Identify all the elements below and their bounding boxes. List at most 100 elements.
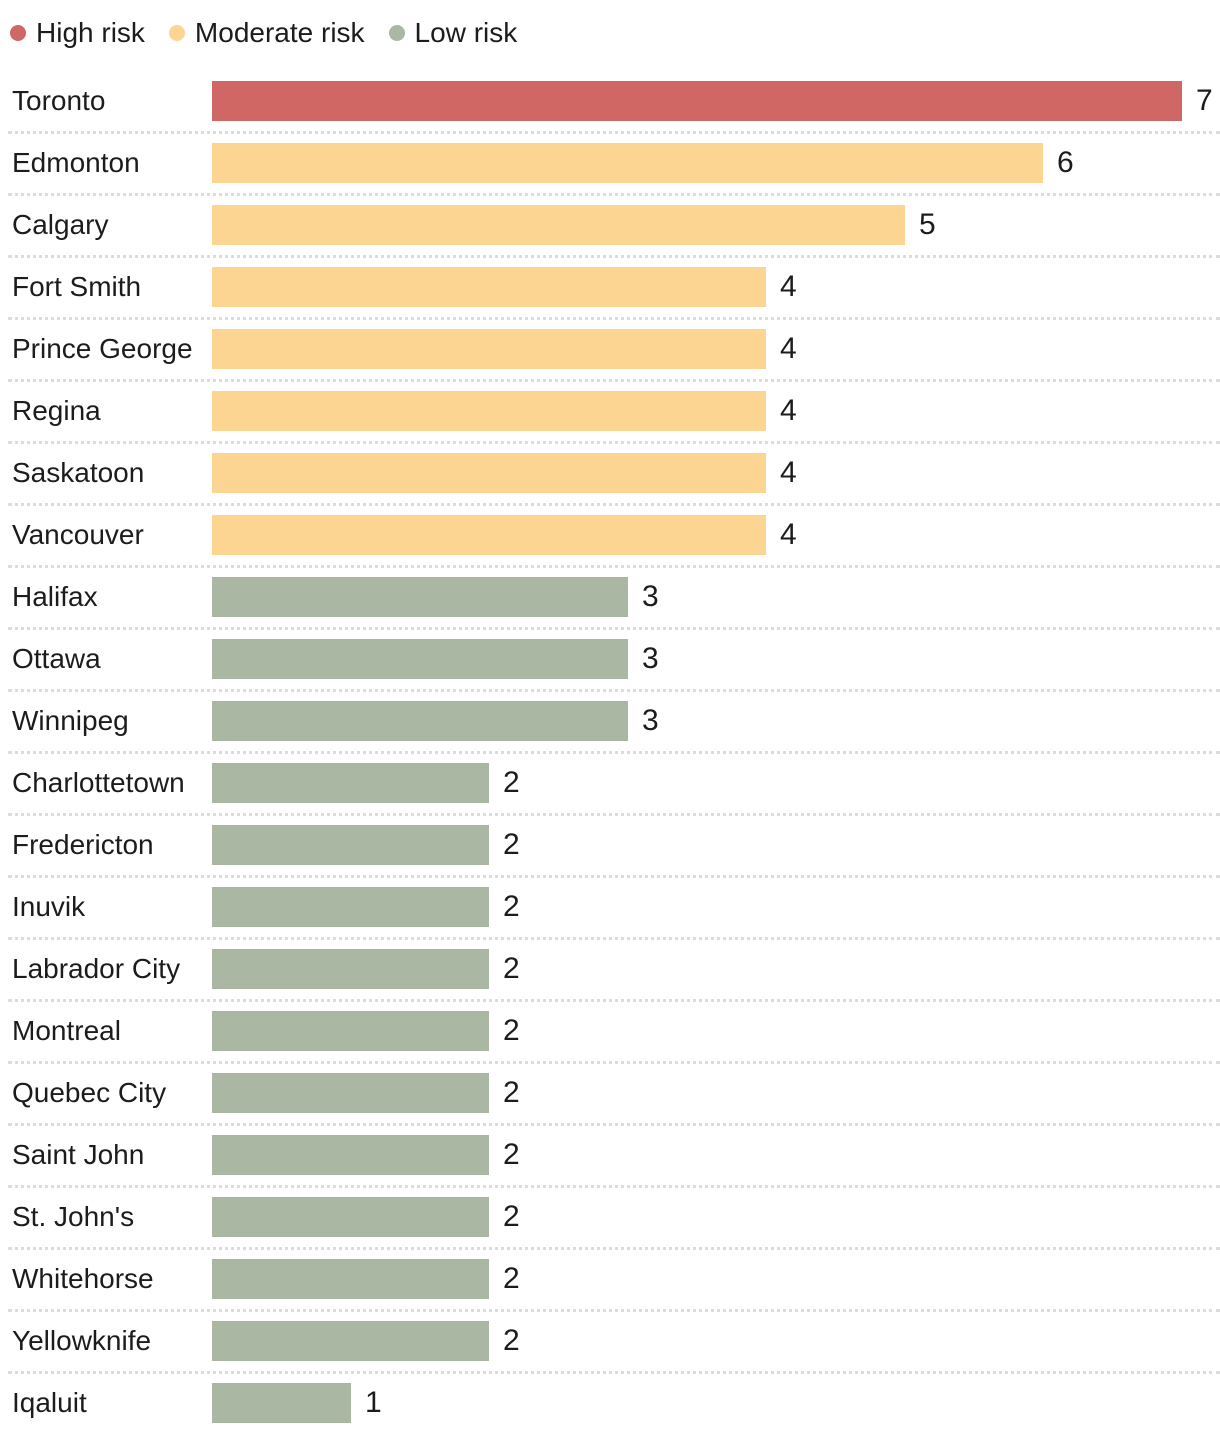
city-label: Iqaluit [12, 1387, 87, 1418]
value-label: 2 [503, 1262, 520, 1295]
legend-item-moderate-risk: Moderate risk [168, 17, 365, 49]
city-label: St. John's [12, 1201, 135, 1232]
bar [212, 81, 1182, 121]
bar-track: 6 [212, 132, 1074, 194]
bar [212, 887, 489, 927]
city-label: Montreal [12, 1015, 121, 1046]
value-label: 4 [780, 394, 797, 427]
value-label: 2 [503, 890, 520, 923]
city-label: Winnipeg [12, 705, 129, 736]
bar-track: 2 [212, 876, 520, 938]
value-label: 3 [642, 580, 659, 613]
bar [212, 1383, 351, 1423]
chart-row: Labrador City 2 [0, 938, 1220, 1002]
bar-track: 4 [212, 442, 797, 504]
chart-row: Iqaluit 1 [0, 1372, 1220, 1434]
bar-track: 2 [212, 752, 520, 814]
bar-track: 5 [212, 194, 936, 256]
bar [212, 825, 489, 865]
city-label: Calgary [12, 209, 109, 240]
chart-row: Halifax 3 [0, 566, 1220, 630]
chart-row: Ottawa 3 [0, 628, 1220, 692]
legend-item-high-risk: High risk [10, 17, 145, 49]
chart-row: Fredericton 2 [0, 814, 1220, 878]
moderate-risk-dot-icon [168, 25, 185, 42]
bar-track: 1 [212, 1372, 382, 1434]
city-label: Quebec City [12, 1077, 167, 1108]
bar [212, 1135, 489, 1175]
bar [212, 577, 628, 617]
bar-track: 2 [212, 1248, 520, 1310]
city-label: Ottawa [12, 643, 101, 674]
chart-row: Calgary 5 [0, 194, 1220, 258]
city-label: Inuvik [12, 891, 86, 922]
city-label: Edmonton [12, 147, 140, 178]
bar [212, 1073, 489, 1113]
chart-row: Saint John 2 [0, 1124, 1220, 1188]
bar [212, 1321, 489, 1361]
legend-item-low-risk: Low risk [388, 17, 518, 49]
bar [212, 391, 766, 431]
bar-track: 2 [212, 1062, 520, 1124]
value-label: 2 [503, 1138, 520, 1171]
chart-row: Charlottetown 2 [0, 752, 1220, 816]
value-label: 2 [503, 1014, 520, 1047]
city-label: Whitehorse [12, 1263, 154, 1294]
chart-row: Inuvik 2 [0, 876, 1220, 940]
bar [212, 701, 628, 741]
bar-track: 2 [212, 938, 520, 1000]
city-label: Charlottetown [12, 767, 185, 798]
bar-track: 2 [212, 1310, 520, 1372]
value-label: 2 [503, 828, 520, 861]
chart-row: Vancouver 4 [0, 504, 1220, 568]
value-label: 1 [365, 1386, 382, 1419]
chart-row: Fort Smith 4 [0, 256, 1220, 320]
bar-track: 3 [212, 628, 659, 690]
value-label: 4 [780, 270, 797, 303]
value-label: 7 [1196, 84, 1213, 117]
chart-row: Montreal 2 [0, 1000, 1220, 1064]
value-label: 2 [503, 1076, 520, 1109]
city-label: Vancouver [12, 519, 144, 550]
bar-track: 3 [212, 690, 659, 752]
legend-label: Moderate risk [194, 17, 365, 48]
chart-row: Yellowknife 2 [0, 1310, 1220, 1374]
city-label: Saskatoon [12, 457, 145, 488]
value-label: 3 [642, 642, 659, 675]
bar [212, 143, 1043, 183]
chart-row: Prince George 4 [0, 318, 1220, 382]
chart-rows: Toronto 7 Edmonton 6 Calgary 5 Fort Smit… [0, 70, 1220, 1434]
value-label: 4 [780, 456, 797, 489]
bar [212, 763, 489, 803]
value-label: 2 [503, 1200, 520, 1233]
chart-row: Saskatoon 4 [0, 442, 1220, 506]
legend-label: High risk [36, 17, 145, 48]
bar-track: 2 [212, 1186, 520, 1248]
bar [212, 453, 766, 493]
city-label: Saint John [12, 1139, 145, 1170]
bar-track: 2 [212, 814, 520, 876]
chart-row: Edmonton 6 [0, 132, 1220, 196]
city-label: Halifax [12, 581, 98, 612]
bar [212, 1197, 489, 1237]
bar [212, 949, 489, 989]
bar-track: 4 [212, 256, 797, 318]
value-label: 4 [780, 332, 797, 365]
chart-row: St. John's 2 [0, 1186, 1220, 1250]
bar [212, 205, 905, 245]
bar [212, 329, 766, 369]
city-label: Fort Smith [12, 271, 142, 302]
city-label: Fredericton [12, 829, 154, 860]
value-label: 4 [780, 518, 797, 551]
legend-label: Low risk [414, 17, 518, 48]
bar [212, 515, 766, 555]
bar-track: 2 [212, 1124, 520, 1186]
city-label: Prince George [12, 333, 193, 364]
value-label: 3 [642, 704, 659, 737]
chart-row: Regina 4 [0, 380, 1220, 444]
bar [212, 267, 766, 307]
bar-track: 7 [212, 70, 1213, 132]
bar [212, 1011, 489, 1051]
bar-track: 4 [212, 380, 797, 442]
